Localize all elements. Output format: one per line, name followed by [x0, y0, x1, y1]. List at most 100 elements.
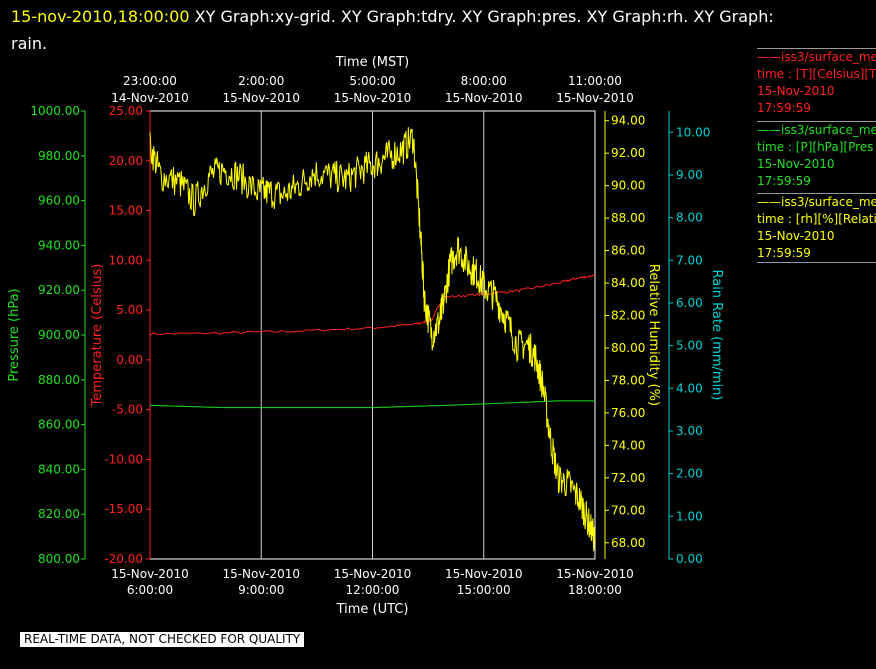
x-tick-label-utc-date: 15-Nov-2010	[334, 567, 412, 581]
legend-date: 15-Nov-2010	[757, 157, 835, 171]
series-line-pres	[149, 400, 595, 409]
y-tick-label-rain: 5.00	[676, 339, 703, 353]
y-tick-label-tdry: 10.00	[109, 253, 143, 267]
series-line-rh	[149, 127, 596, 552]
y-tick-label-tdry: 15.00	[109, 204, 143, 218]
legend-date: 15-Nov-2010	[757, 229, 835, 243]
y-tick-label-rain: 4.00	[676, 381, 703, 395]
y-tick-label-pres: 980.00	[38, 149, 80, 163]
y-axis-title-pres: Pressure (hPa)	[7, 288, 22, 381]
y-tick-label-tdry: 25.00	[109, 104, 143, 118]
y-tick-label-rh: 72.00	[611, 471, 645, 485]
graph-titles: XY Graph:xy-grid. XY Graph:tdry. XY Grap…	[189, 7, 774, 26]
y-tick-label-rain: 8.00	[676, 211, 703, 225]
legend-variable: time : [P][hPa][Pres	[757, 140, 874, 154]
y-tick-label-rh: 74.00	[611, 438, 645, 452]
y-tick-label-rh: 68.00	[611, 536, 645, 550]
legend-time: 17:59:59	[757, 174, 811, 188]
legend-time: 17:59:59	[757, 246, 811, 260]
y-tick-label-rain: 7.00	[676, 253, 703, 267]
y-tick-label-rain: 2.00	[676, 467, 703, 481]
x-tick-label-utc-time: 18:00:00	[568, 583, 622, 597]
y-tick-label-rh: 80.00	[611, 341, 645, 355]
y-axis-title-rain: Rain Rate (mm/min)	[709, 269, 724, 400]
legend-date: 15-Nov-2010	[757, 84, 835, 98]
legend-entry-pressure[interactable]: ——iss3/surface_me time : [P][hPa][Pres 1…	[757, 121, 876, 190]
y-tick-label-rh: 88.00	[611, 211, 645, 225]
y-tick-label-tdry: 5.00	[116, 303, 143, 317]
x-axis-title-utc: Time (UTC)	[336, 602, 409, 617]
y-tick-label-rh: 82.00	[611, 309, 645, 323]
y-axis-title-rh: Relative Humidity (%)	[646, 264, 661, 406]
y-tick-label-rh: 84.00	[611, 276, 645, 290]
series-line-tdry	[149, 274, 596, 336]
legend-line: ——iss3/surface_me	[757, 195, 876, 209]
legend-line: ——iss3/surface_me	[757, 50, 876, 64]
y-tick-label-pres: 860.00	[38, 418, 80, 432]
y-tick-label-rh: 86.00	[611, 244, 645, 258]
legend-entry-temperature[interactable]: ——iss3/surface_me time : [T][Celsius][T …	[757, 48, 876, 117]
x-tick-label-mst-date: 14-Nov-2010	[111, 91, 189, 105]
legend-line: ——iss3/surface_me	[757, 123, 876, 137]
quality-warning-banner: REAL-TIME DATA, NOT CHECKED FOR QUALITY	[20, 632, 305, 647]
y-tick-label-tdry: -5.00	[112, 403, 143, 417]
y-tick-label-rain: 1.00	[676, 509, 703, 523]
y-tick-label-tdry: -15.00	[104, 502, 143, 516]
y-tick-label-rh: 70.00	[611, 503, 645, 517]
y-tick-label-rh: 78.00	[611, 373, 645, 387]
x-tick-label-utc-date: 15-Nov-2010	[111, 567, 189, 581]
x-tick-label-utc-date: 15-Nov-2010	[222, 567, 300, 581]
y-tick-label-rain: 3.00	[676, 424, 703, 438]
x-tick-label-mst-time: 11:00:00	[568, 74, 622, 88]
y-tick-label-rain: 0.00	[676, 552, 703, 566]
legend-rule	[757, 48, 876, 49]
y-tick-label-rh: 90.00	[611, 179, 645, 193]
x-tick-label-mst-date: 15-Nov-2010	[556, 91, 634, 105]
x-tick-label-utc-time: 6:00:00	[127, 583, 173, 597]
y-tick-label-rain: 6.00	[676, 296, 703, 310]
x-tick-label-mst-date: 15-Nov-2010	[222, 91, 300, 105]
legend-rule	[757, 121, 876, 122]
y-tick-label-pres: 880.00	[38, 373, 80, 387]
x-tick-label-mst-time: 2:00:00	[238, 74, 284, 88]
x-tick-label-utc-date: 15-Nov-2010	[556, 567, 634, 581]
y-tick-label-tdry: -10.00	[104, 452, 143, 466]
x-tick-label-mst-time: 8:00:00	[461, 74, 507, 88]
legend-variable: time : [rh][%][Relati	[757, 212, 876, 226]
y-tick-label-pres: 840.00	[38, 462, 80, 476]
legend-entry-humidity[interactable]: ——iss3/surface_me time : [rh][%][Relati …	[757, 193, 876, 263]
y-tick-label-pres: 960.00	[38, 194, 80, 208]
timestamp: 15-nov-2010,18:00:00	[11, 7, 190, 26]
y-tick-label-tdry: 0.00	[116, 353, 143, 367]
x-tick-label-mst-date: 15-Nov-2010	[334, 91, 412, 105]
y-tick-label-pres: 940.00	[38, 238, 80, 252]
y-tick-label-rh: 94.00	[611, 114, 645, 128]
y-tick-label-tdry: 20.00	[109, 154, 143, 168]
y-tick-label-rh: 76.00	[611, 406, 645, 420]
x-tick-label-mst-time: 23:00:00	[123, 74, 177, 88]
x-tick-label-utc-time: 12:00:00	[346, 583, 400, 597]
y-axis-title-tdry: Temperature (Celsius)	[90, 264, 105, 408]
y-tick-label-rain: 10.00	[676, 125, 710, 139]
x-tick-label-mst-time: 5:00:00	[349, 74, 395, 88]
y-tick-label-pres: 1000.00	[30, 104, 80, 118]
y-tick-label-pres: 800.00	[38, 552, 80, 566]
legend-variable: time : [T][Celsius][T	[757, 67, 876, 81]
y-tick-label-pres: 820.00	[38, 507, 80, 521]
x-axis-title-mst: Time (MST)	[335, 55, 410, 70]
y-tick-label-rh: 92.00	[611, 146, 645, 160]
y-tick-label-pres: 900.00	[38, 328, 80, 342]
x-tick-label-mst-date: 15-Nov-2010	[445, 91, 523, 105]
x-tick-label-utc-time: 15:00:00	[457, 583, 511, 597]
y-tick-label-tdry: -20.00	[104, 552, 143, 566]
x-tick-label-utc-time: 9:00:00	[238, 583, 284, 597]
graph-titles-wrap: rain.	[11, 34, 48, 53]
legend-rule	[757, 262, 876, 263]
y-tick-label-pres: 920.00	[38, 283, 80, 297]
legend-rule	[757, 193, 876, 194]
window-title: 15-nov-2010,18:00:00 XY Graph:xy-grid. X…	[11, 3, 861, 57]
y-tick-label-rain: 9.00	[676, 168, 703, 182]
x-tick-label-utc-date: 15-Nov-2010	[445, 567, 523, 581]
legend-time: 17:59:59	[757, 101, 811, 115]
